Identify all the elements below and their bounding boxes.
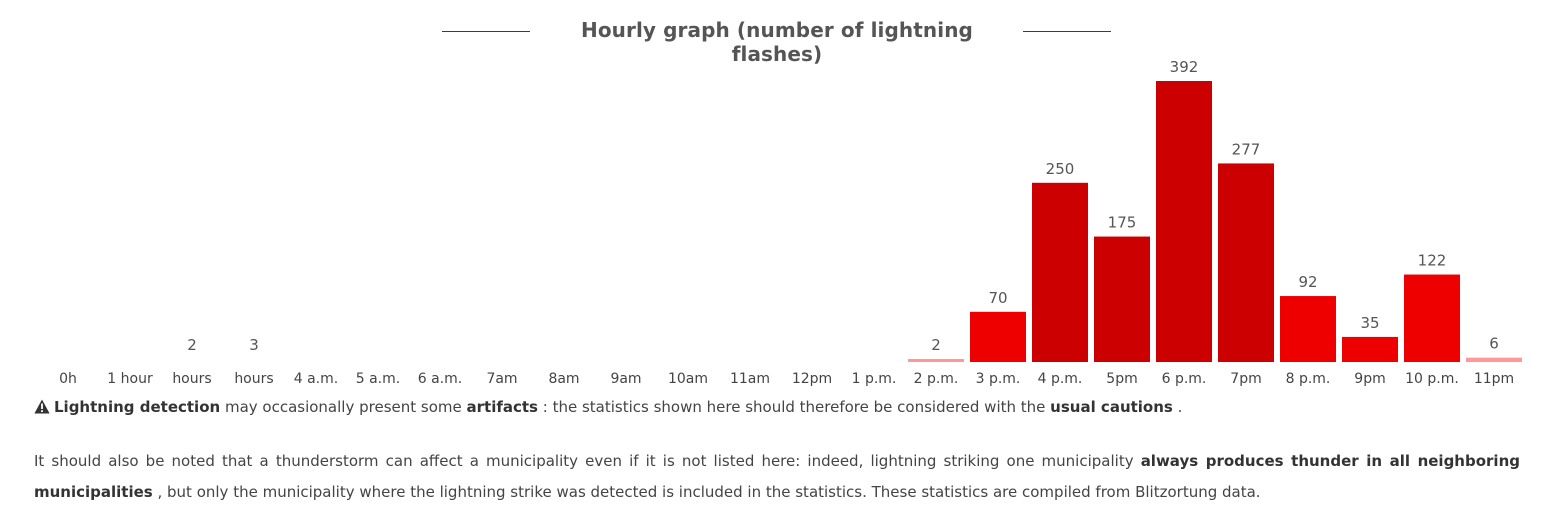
chart-header: Hourly graph (number of lightning flashe… [0, 18, 1567, 66]
chart-title: Hourly graph (number of lightning flashe… [581, 18, 973, 66]
data-label-20: 92 [1298, 273, 1317, 291]
x-tick-label-17: 5pm [1106, 371, 1137, 387]
warning-segment-4: usual cautions [1050, 398, 1173, 416]
x-tick-label-16: 4 p.m. [1038, 371, 1083, 387]
hourly-bar-chart: 0h 1 hour 2 hours 3 hours 4 a.m. 5 a.m. 6 a.m. 7a… [59, 58, 1522, 387]
x-tick-label-22: 10 p.m. [1405, 371, 1459, 387]
data-label-14: 2 [931, 336, 941, 354]
info-note: It should also be noted that a thunderst… [34, 446, 1520, 508]
x-tick-label-9: 9am [610, 371, 641, 387]
x-tick-label-3: hours [234, 371, 273, 387]
bar-19 [1218, 163, 1274, 362]
x-tick-label-19: 7pm [1230, 371, 1261, 387]
data-label-2: 2 [187, 336, 197, 354]
data-label-16: 250 [1046, 160, 1075, 178]
data-label-23: 6 [1489, 335, 1499, 353]
warning-note: Lightning detection may occasionally pre… [34, 398, 1520, 418]
x-tick-label-8: 8am [548, 371, 579, 387]
bar-18 [1156, 81, 1212, 362]
info-segment-2: , but only the municipality where the li… [152, 483, 1261, 501]
x-tick-label-5: 5 a.m. [356, 371, 400, 387]
bar-21 [1342, 336, 1398, 362]
x-tick-label-15: 3 p.m. [976, 371, 1021, 387]
x-tick-label-1: 1 hour [107, 371, 153, 387]
x-tick-label-2: hours [172, 371, 211, 387]
bar-16 [1032, 182, 1088, 362]
x-tick-label-21: 9pm [1354, 371, 1385, 387]
warning-segment-3: : the statistics shown here should there… [537, 398, 1051, 416]
x-tick-label-11: 11am [730, 371, 770, 387]
x-tick-label-18: 6 p.m. [1162, 371, 1207, 387]
x-tick-label-23: 11pm [1474, 371, 1514, 387]
warning-segment-0: Lightning detection [54, 398, 221, 416]
x-tick-label-20: 8 p.m. [1286, 371, 1331, 387]
data-label-17: 175 [1108, 214, 1137, 232]
x-tick-label-12: 12pm [792, 371, 832, 387]
bar-22 [1404, 274, 1460, 362]
title-rule-left [442, 31, 530, 32]
warning-text: Lightning detection may occasionally pre… [54, 398, 1182, 416]
bar-23 [1466, 357, 1522, 362]
warning-segment-1: may occasionally present some [220, 398, 467, 416]
warning-segment-5: . [1172, 398, 1183, 416]
x-tick-label-4: 4 a.m. [294, 371, 338, 387]
x-tick-label-10: 10am [668, 371, 708, 387]
bar-20 [1280, 296, 1336, 362]
data-label-19: 277 [1232, 140, 1261, 158]
warning-segment-2: artifacts [466, 398, 538, 416]
data-label-15: 70 [988, 289, 1007, 307]
x-tick-label-13: 1 p.m. [852, 371, 897, 387]
x-tick-label-6: 6 a.m. [418, 371, 462, 387]
data-label-3: 3 [249, 336, 259, 354]
info-segment-1: always produces thunder in all neighbori… [34, 452, 1520, 501]
x-tick-label-0: 0h [59, 371, 77, 387]
data-label-21: 35 [1360, 314, 1379, 332]
info-segment-0: It should also be noted that a thunderst… [34, 452, 1141, 470]
x-tick-label-7: 7am [486, 371, 517, 387]
bar-17 [1094, 236, 1150, 362]
title-rule-right [1023, 31, 1111, 32]
data-label-18: 392 [1170, 58, 1199, 76]
bar-15 [970, 311, 1026, 362]
data-label-22: 122 [1418, 252, 1447, 270]
bar-14 [908, 359, 964, 362]
warning-triangle-icon [34, 399, 50, 418]
x-tick-label-14: 2 p.m. [914, 371, 959, 387]
